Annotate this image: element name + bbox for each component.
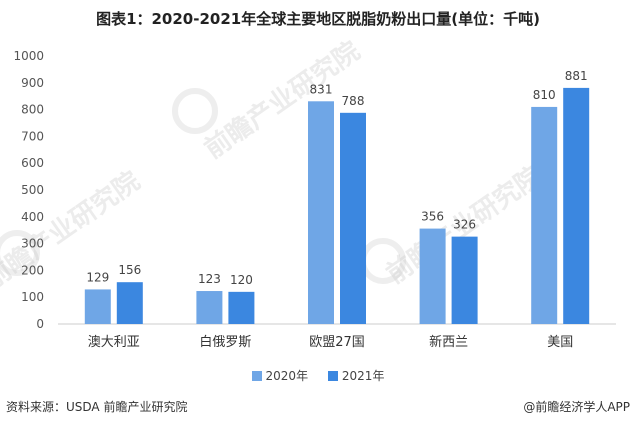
bar-2021 xyxy=(340,112,366,324)
bar-2021 xyxy=(451,236,478,324)
legend-item-2020: 2020年 xyxy=(251,367,309,384)
y-tick-label: 100 xyxy=(21,290,44,304)
y-tick-label: 400 xyxy=(21,210,44,224)
legend-label-2021: 2021年 xyxy=(341,369,385,383)
legend-swatch-2020 xyxy=(251,370,262,381)
x-tick-label: 欧盟27国 xyxy=(309,335,365,350)
y-tick-label: 0 xyxy=(36,317,44,331)
bar-2020 xyxy=(308,101,334,325)
y-tick-label: 500 xyxy=(21,183,44,197)
credit-note: @前瞻经济学人APP xyxy=(523,400,630,414)
data-label: 356 xyxy=(421,210,444,224)
y-tick-label: 200 xyxy=(21,263,44,277)
legend-item-2021: 2021年 xyxy=(327,367,385,384)
data-label: 810 xyxy=(533,88,556,102)
legend-label-2020: 2020年 xyxy=(265,369,309,383)
data-label: 326 xyxy=(453,218,476,232)
y-tick-label: 600 xyxy=(21,156,44,170)
watermark-logo-icon xyxy=(172,88,218,134)
source-note: 资料来源：USDA 前瞻产业研究院 xyxy=(6,400,188,414)
chart-title: 图表1：2020-2021年全球主要地区脱脂奶粉出口量(单位：千吨) xyxy=(96,10,540,28)
watermark-logo-icon xyxy=(0,230,40,276)
y-tick-label: 300 xyxy=(21,237,44,251)
y-tick-label: 900 xyxy=(21,76,44,90)
x-tick-label: 新西兰 xyxy=(429,334,468,350)
data-label: 120 xyxy=(230,273,253,287)
bar-2020 xyxy=(196,291,223,324)
y-tick-label: 1000 xyxy=(13,49,44,63)
legend: 2020年 2021年 xyxy=(0,367,636,384)
y-tick-label: 800 xyxy=(21,103,44,117)
data-label: 831 xyxy=(310,82,333,96)
bar-2020 xyxy=(531,106,558,324)
bar-2021 xyxy=(228,291,255,324)
x-tick-label: 美国 xyxy=(547,335,573,350)
y-tick-label: 700 xyxy=(21,129,44,143)
data-label: 788 xyxy=(342,94,365,108)
x-tick-label: 白俄罗斯 xyxy=(199,334,251,350)
bar-2020 xyxy=(419,228,446,324)
bar-2020 xyxy=(84,289,111,324)
data-label: 156 xyxy=(118,263,141,277)
bar-2021 xyxy=(116,282,143,324)
legend-swatch-2021 xyxy=(327,370,338,381)
data-label: 129 xyxy=(86,270,109,284)
x-tick-label: 澳大利亚 xyxy=(88,334,140,350)
data-label: 881 xyxy=(565,69,588,83)
data-label: 123 xyxy=(198,272,221,286)
bar-2021 xyxy=(563,87,590,324)
